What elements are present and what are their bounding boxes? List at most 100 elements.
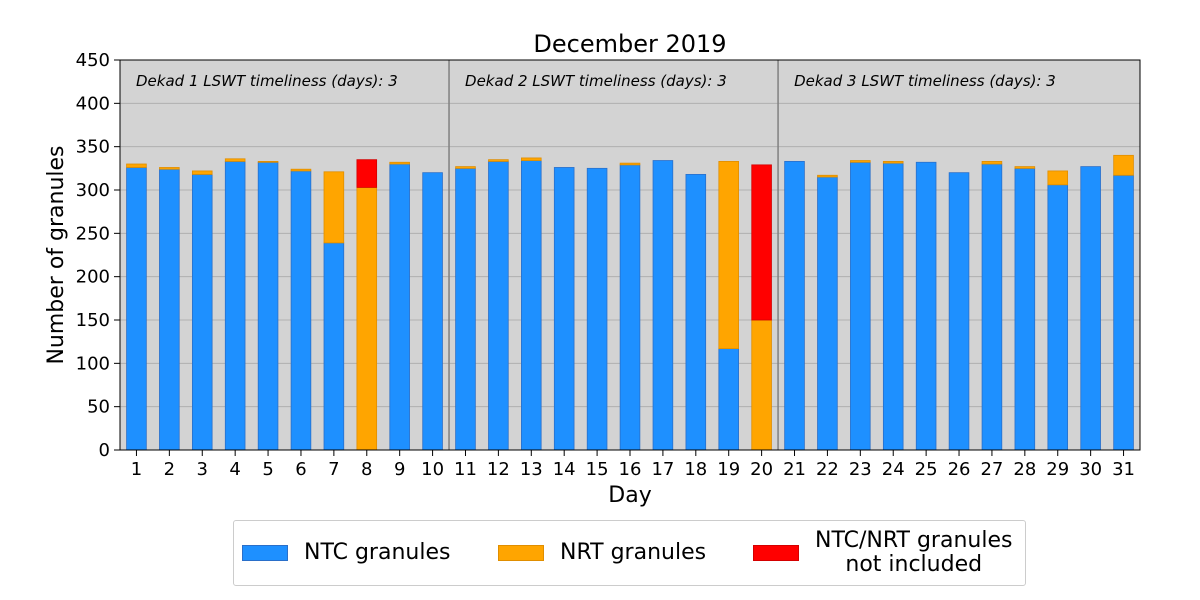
x-tick-label: 15 (586, 459, 609, 480)
y-tick-label: 450 (76, 50, 110, 71)
y-axis-label: Number of granules (44, 145, 69, 364)
bar-segment-ntc-day-5 (257, 161, 279, 451)
bar-segment-ntc-day-19 (718, 348, 739, 451)
y-tick-label: 50 (87, 397, 110, 418)
legend-label-nrt: NRT granules (560, 540, 707, 565)
bar-segment-not-included-day-20 (751, 164, 772, 321)
bar-segment-nrt-day-6 (290, 168, 312, 172)
bar-segment-nrt-day-7 (323, 171, 345, 244)
bar-segment-nrt-day-16 (619, 162, 641, 166)
bar-segment-ntc-day-10 (422, 172, 443, 451)
x-tick-label: 1 (131, 459, 142, 480)
chart-title: December 2019 (533, 30, 726, 58)
bar-segment-ntc-day-11 (455, 167, 476, 451)
x-tick-label: 3 (197, 459, 208, 480)
bar-segment-ntc-day-31 (1113, 174, 1134, 451)
dekad-annotation: Dekad 2 LSWT timeliness (days): 3 (465, 72, 727, 90)
legend-item-nrt: NRT granules (498, 521, 706, 585)
bar-segment-ntc-day-13 (521, 160, 542, 451)
bar-segment-ntc-day-17 (652, 160, 674, 451)
bar-segment-nrt-day-22 (817, 174, 838, 178)
bar-segment-nrt-day-5 (257, 160, 279, 163)
bar-segment-ntc-day-7 (323, 242, 345, 451)
bar-segment-nrt-day-27 (981, 160, 1003, 165)
y-tick-label: 200 (76, 267, 110, 288)
x-tick-label: 6 (295, 459, 306, 480)
y-tick-label: 400 (76, 93, 110, 114)
bar-segment-nrt-day-31 (1113, 154, 1134, 176)
dekad-annotation: Dekad 3 LSWT timeliness (days): 3 (794, 72, 1056, 90)
x-tick-label: 29 (1046, 459, 1069, 480)
bar-segment-ntc-day-24 (882, 162, 904, 451)
x-tick-label: 4 (229, 459, 240, 480)
bar-segment-ntc-day-21 (784, 160, 805, 451)
dekad-annotations: Dekad 1 LSWT timeliness (days): 3 Dekad 2… (136, 72, 1056, 90)
dekad-dividers (448, 60, 779, 450)
bar-segment-not-included-day-8 (356, 159, 378, 188)
x-tick-label: 30 (1079, 459, 1102, 480)
x-tick-label: 16 (619, 459, 642, 480)
bar-segment-ntc-day-14 (553, 167, 575, 451)
y-tick-label: 350 (76, 137, 110, 158)
bar-segment-nrt-day-24 (882, 160, 904, 164)
bars (126, 154, 1134, 451)
y-tick-label: 150 (76, 310, 110, 331)
x-axis-label: Day (608, 483, 651, 508)
bar-segment-nrt-day-11 (455, 166, 476, 169)
x-tick-label: 18 (684, 459, 707, 480)
y-axis-ticks: 0 50 100 150 200 250 300 350 400 450 (76, 50, 120, 461)
bar-segment-ntc-day-18 (685, 173, 707, 451)
bar-segment-ntc-day-27 (981, 163, 1003, 451)
bar-segment-ntc-day-25 (915, 161, 937, 451)
x-tick-label: 12 (487, 459, 510, 480)
x-tick-label: 26 (948, 459, 971, 480)
bar-segment-nrt-day-29 (1047, 170, 1069, 186)
bar-segment-nrt-day-13 (521, 157, 542, 161)
bar-segment-nrt-day-4 (224, 158, 246, 162)
x-tick-label: 7 (328, 459, 339, 480)
bar-segment-ntc-day-22 (817, 176, 838, 451)
bar-segment-nrt-day-8 (356, 186, 378, 451)
bar-segment-ntc-day-12 (488, 160, 509, 451)
bar-segment-nrt-day-1 (126, 163, 147, 168)
x-tick-label: 19 (717, 459, 740, 480)
x-tick-label: 31 (1112, 459, 1135, 480)
x-tick-label: 27 (980, 459, 1003, 480)
bar-segment-nrt-day-9 (389, 161, 410, 165)
bar-segment-ntc-day-28 (1014, 167, 1036, 451)
bar-segment-ntc-day-30 (1080, 166, 1101, 451)
x-tick-label: 14 (553, 459, 576, 480)
bar-segment-nrt-day-12 (488, 159, 509, 162)
bar-segment-nrt-day-28 (1014, 166, 1036, 169)
legend-item-not-included: NTC/NRT granules not included (753, 521, 1012, 585)
x-tick-label: 11 (454, 459, 477, 480)
bar-segment-nrt-day-3 (191, 170, 213, 175)
x-tick-label: 23 (849, 459, 872, 480)
legend-label-ntc: NTC granules (304, 540, 451, 565)
x-tick-label: 10 (421, 459, 444, 480)
x-tick-label: 9 (394, 459, 405, 480)
y-tick-label: 250 (76, 223, 110, 244)
x-tick-label: 28 (1013, 459, 1036, 480)
legend-item-ntc: NTC granules (242, 521, 450, 585)
bar-segment-ntc-day-9 (389, 163, 410, 451)
bar-segment-ntc-day-6 (290, 170, 312, 451)
x-tick-label: 24 (882, 459, 905, 480)
x-tick-label: 20 (750, 459, 773, 480)
bar-segment-ntc-day-2 (159, 168, 180, 451)
bar-segment-ntc-day-15 (586, 167, 608, 451)
legend: NTC granules NRT granules NTC/NRT granul… (233, 520, 1026, 586)
x-tick-label: 13 (520, 459, 543, 480)
bar-segment-nrt-day-19 (718, 160, 739, 349)
x-tick-label: 8 (361, 459, 372, 480)
legend-swatch-ntc (242, 545, 288, 561)
x-axis-ticks: 1 2 3 4 5 6 7 8 9 10 11 12 13 14 15 16 17 18 19 20 21 22 23 24 2… (131, 450, 1135, 480)
bar-segment-ntc-day-3 (191, 173, 213, 451)
bar-segment-ntc-day-1 (126, 167, 147, 451)
y-tick-label: 300 (76, 180, 110, 201)
legend-swatch-nrt (498, 545, 544, 561)
legend-swatch-not-included (753, 545, 799, 561)
x-tick-label: 21 (783, 459, 806, 480)
x-tick-label: 2 (164, 459, 175, 480)
